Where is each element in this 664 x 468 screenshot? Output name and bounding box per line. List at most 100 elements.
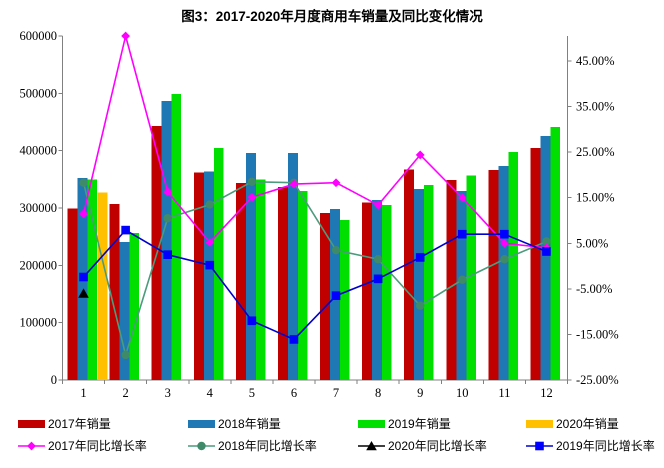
y-axis-tick-label: 100000 <box>20 316 58 330</box>
marker-growth_2019 <box>247 316 257 326</box>
legend-label-growth_2018: 2018年同比增长率 <box>218 438 317 453</box>
y-axis-tick-label: 400000 <box>20 144 58 158</box>
bar-sales_2019-m3 <box>171 93 182 380</box>
x-axis-category-label: 10 <box>456 386 469 400</box>
bar-series-sales_2019 <box>87 93 560 380</box>
marker-growth_2019 <box>331 291 341 301</box>
y2-axis-tick-label: 45.00% <box>576 54 615 68</box>
legend-label-growth_2017: 2017年同比增长率 <box>48 438 147 453</box>
bar-sales_2019-m9 <box>424 185 434 380</box>
legend-item-sales_2018: 2018年销量 <box>188 417 281 431</box>
growth-line-growth_2017 <box>82 35 547 249</box>
legend-label-sales_2019: 2019年销量 <box>388 417 451 431</box>
marker-growth_2019 <box>163 250 173 260</box>
bar-sales_2019-m6 <box>297 190 308 380</box>
legend-swatch-sales_2019 <box>358 420 385 428</box>
marker-growth_2018 <box>373 255 383 264</box>
y2-axis-tick-label: 15.00% <box>576 191 615 205</box>
marker-growth_2017 <box>163 187 173 197</box>
y2-axis-tick-label: 5.00% <box>576 236 608 250</box>
marker-growth_2018 <box>500 255 509 264</box>
bar-sales_2017-m2 <box>109 203 120 380</box>
bar-sales_2018-m5 <box>245 152 256 380</box>
bar-sales_2019-m1 <box>87 179 98 380</box>
y2-axis-tick-label: -15.00% <box>576 327 619 341</box>
bar-series-sales_2017 <box>67 126 541 380</box>
bar-sales_2019-m8 <box>382 205 392 380</box>
bar-series-sales_2020 <box>97 192 108 380</box>
bar-sales_2018-m9 <box>414 189 425 380</box>
marker-growth_2017 <box>457 193 467 203</box>
marker-growth_2017 <box>289 179 299 189</box>
legend-item-growth_2017: 2017年同比增长率 <box>18 438 147 453</box>
marker-growth_2017 <box>499 238 509 248</box>
bar-sales_2018-m4 <box>203 171 214 380</box>
marker-growth_2017 <box>79 209 88 219</box>
bar-sales_2017-m1 <box>67 208 78 380</box>
marker-growth_2017 <box>247 192 257 202</box>
x-axis-category-label: 12 <box>540 386 553 400</box>
marker-growth_2019 <box>415 253 425 262</box>
bar-sales_2018-m8 <box>372 199 383 380</box>
legend-swatch-sales_2017 <box>18 420 45 428</box>
marker-growth_2018 <box>247 177 257 187</box>
marker-growth_2017 <box>331 178 341 188</box>
marker-growth_2018 <box>458 275 467 284</box>
marker-growth_2018 <box>79 178 88 187</box>
x-axis-category-label: 4 <box>207 386 214 400</box>
y-axis-tick-label: 300000 <box>20 201 58 215</box>
bar-sales_2017-m10 <box>446 179 457 380</box>
y-axis-tick-label: 200000 <box>20 258 58 272</box>
legend-item-sales_2017: 2017年销量 <box>18 417 111 431</box>
chart-title: 图3：2017-2020年月度商用车销量及同比变化情况 <box>181 8 483 24</box>
bar-sales_2017-m4 <box>193 172 204 380</box>
marker-growth_2019 <box>542 247 551 256</box>
marker-growth_2017 <box>415 150 425 160</box>
bar-sales_2017-m12 <box>530 147 541 380</box>
growth-line-growth_2019 <box>82 229 547 341</box>
bar-series-sales_2018 <box>77 100 551 380</box>
growth-line-series-growth_2017 <box>79 31 551 253</box>
bar-sales_2017-m11 <box>488 170 499 380</box>
growth-line-series-growth_2018 <box>79 177 551 360</box>
bar-sales_2018-m6 <box>287 152 298 380</box>
bar-sales_2019-m5 <box>255 179 266 380</box>
legend-marker-growth_2020 <box>366 441 377 451</box>
y-axis-tick-label: 0 <box>51 373 57 387</box>
bar-sales_2019-m11 <box>508 151 518 380</box>
growth-line-series-growth_2020 <box>78 288 89 298</box>
growth-line-series-growth_2019 <box>79 225 551 344</box>
legend-item-growth_2019: 2019年同比增长率 <box>526 438 655 453</box>
legend-item-sales_2020: 2020年销量 <box>526 417 619 431</box>
marker-growth_2019 <box>205 260 215 270</box>
bar-sales_2019-m4 <box>213 147 224 380</box>
legend-swatch-sales_2020 <box>526 420 553 428</box>
legend-item-growth_2020: 2020年同比增长率 <box>358 438 487 453</box>
x-axis-category-label: 1 <box>80 386 86 400</box>
bar-sales_2017-m8 <box>362 202 373 380</box>
bar-sales_2019-m12 <box>550 127 560 380</box>
bar-sales_2020-m1 <box>97 192 108 380</box>
bar-sales_2017-m6 <box>277 186 288 380</box>
bar-sales_2018-m2 <box>119 241 130 380</box>
bar-sales_2019-m2 <box>129 233 140 380</box>
legend-label-growth_2019: 2019年同比增长率 <box>556 438 655 453</box>
x-axis-category-label: 2 <box>123 386 129 400</box>
marker-growth_2019 <box>373 274 383 284</box>
bar-sales_2019-m10 <box>466 175 476 380</box>
x-axis-category-label: 8 <box>375 386 381 400</box>
bar-sales_2017-m7 <box>320 213 331 380</box>
marker-growth_2017 <box>121 31 131 41</box>
y-axis-tick-label: 600000 <box>20 29 58 43</box>
marker-growth_2019 <box>79 272 88 282</box>
bar-sales_2018-m11 <box>498 166 509 380</box>
x-axis-category-label: 5 <box>249 386 255 400</box>
marker-growth_2018 <box>205 200 214 209</box>
bar-sales_2017-m5 <box>235 182 246 380</box>
marker-growth_2018 <box>121 350 130 360</box>
bar-sales_2019-m7 <box>340 220 350 380</box>
y2-axis-tick-label: -5.00% <box>576 282 612 296</box>
marker-growth_2019 <box>500 229 509 239</box>
